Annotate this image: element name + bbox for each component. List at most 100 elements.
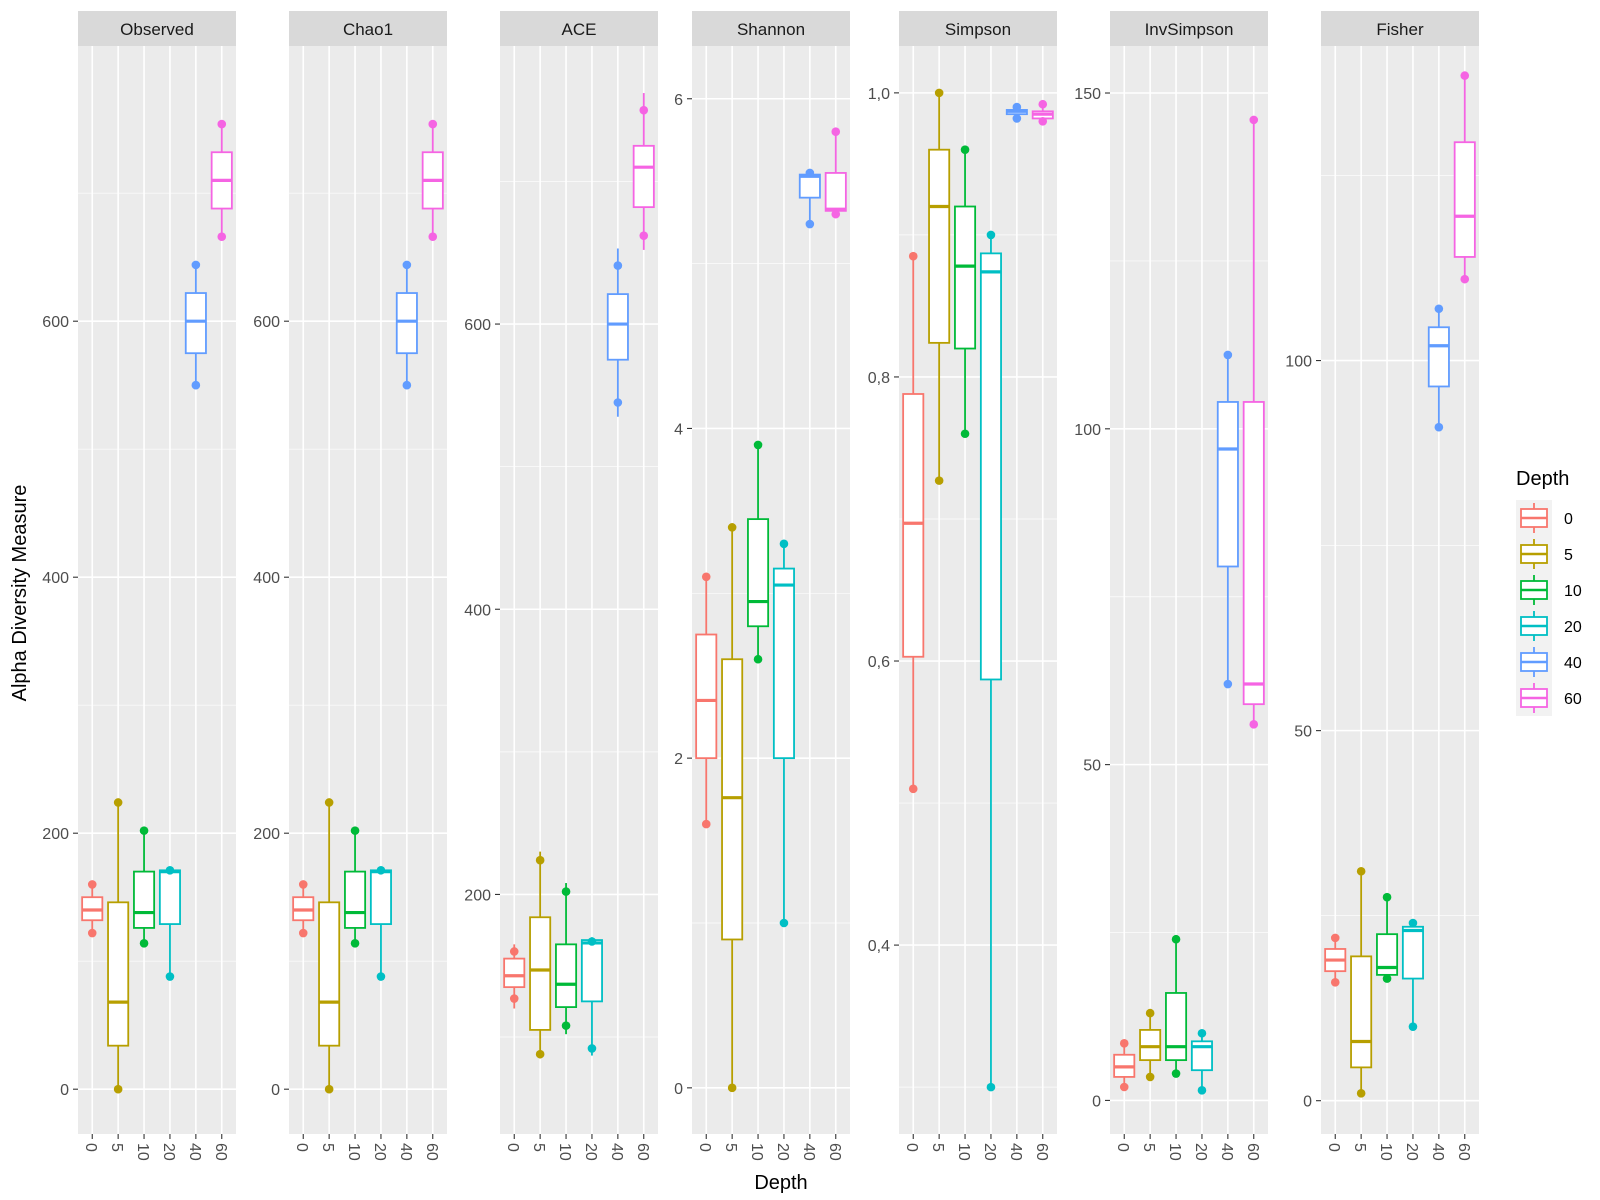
panel-background bbox=[692, 46, 850, 1134]
box-shannon-depth-20 bbox=[772, 539, 795, 928]
panel-title: Chao1 bbox=[343, 20, 393, 39]
data-point bbox=[561, 1021, 571, 1030]
data-point bbox=[934, 88, 944, 98]
data-point bbox=[191, 380, 201, 390]
data-point bbox=[1330, 977, 1340, 987]
y-tick-label: 200 bbox=[464, 887, 491, 904]
data-point bbox=[87, 928, 97, 938]
y-tick-label: 600 bbox=[42, 314, 69, 331]
box-fisher-depth-10 bbox=[1376, 892, 1399, 983]
box-fisher-depth-20 bbox=[1401, 918, 1424, 1031]
y-tick-label: 100 bbox=[1074, 422, 1101, 439]
y-tick-label: 0,4 bbox=[868, 938, 890, 955]
box-iqr bbox=[695, 633, 718, 760]
box-fisher-depth-0 bbox=[1324, 933, 1347, 987]
data-point bbox=[165, 972, 175, 981]
box-iqr bbox=[1427, 326, 1450, 388]
box-iqr bbox=[954, 205, 977, 350]
box-shannon-depth-0 bbox=[695, 572, 718, 829]
panel-title: Shannon bbox=[737, 20, 805, 39]
box-fisher-depth-5 bbox=[1350, 866, 1373, 1098]
panel-strip bbox=[1321, 11, 1479, 46]
panel-background bbox=[1110, 46, 1268, 1134]
legend-item-0: 0 bbox=[1516, 500, 1573, 536]
box-ace-depth-10 bbox=[555, 883, 578, 1035]
legend-title: Depth bbox=[1516, 468, 1569, 490]
y-tick-label: 0 bbox=[60, 1082, 69, 1099]
box-simpson-depth-10 bbox=[954, 145, 977, 439]
data-point bbox=[1171, 934, 1181, 944]
x-tick-label: 60 bbox=[1455, 1143, 1472, 1161]
data-point bbox=[727, 1083, 737, 1093]
data-point bbox=[727, 523, 737, 532]
data-point bbox=[1382, 974, 1392, 983]
x-tick-label: 40 bbox=[1007, 1143, 1024, 1161]
x-tick-label: 5 bbox=[929, 1143, 946, 1152]
data-point bbox=[561, 887, 571, 896]
data-point bbox=[986, 1082, 996, 1092]
box-iqr bbox=[824, 172, 847, 212]
y-tick-label: 400 bbox=[42, 570, 69, 587]
box-invsimpson-depth-20 bbox=[1190, 1028, 1213, 1095]
data-point bbox=[1249, 720, 1259, 729]
data-point bbox=[1197, 1028, 1207, 1038]
box-ace-depth-0 bbox=[503, 944, 526, 1009]
x-tick-label: 40 bbox=[1218, 1143, 1235, 1161]
box-chao1-depth-60 bbox=[421, 119, 444, 242]
data-point bbox=[1434, 304, 1444, 314]
data-point bbox=[587, 1044, 597, 1053]
box-iqr bbox=[107, 901, 130, 1047]
data-point bbox=[87, 880, 97, 889]
data-point bbox=[960, 145, 970, 154]
box-simpson-depth-5 bbox=[928, 88, 951, 485]
data-point bbox=[535, 855, 545, 865]
box-fisher-depth-40 bbox=[1427, 304, 1450, 432]
x-tick-label: 60 bbox=[826, 1143, 843, 1161]
box-shannon-depth-5 bbox=[721, 523, 744, 1093]
data-point bbox=[1038, 116, 1048, 126]
x-tick-label: 5 bbox=[530, 1143, 547, 1152]
x-tick-label: 20 bbox=[1403, 1143, 1420, 1161]
panel-title: InvSimpson bbox=[1145, 20, 1234, 39]
data-point bbox=[701, 819, 711, 829]
legend-label: 0 bbox=[1564, 511, 1573, 528]
data-point bbox=[139, 938, 149, 948]
data-point bbox=[402, 260, 412, 270]
box-simpson-depth-20 bbox=[979, 230, 1002, 1092]
panel-background bbox=[899, 46, 1057, 1134]
box-invsimpson-depth-10 bbox=[1165, 934, 1188, 1078]
legend-label: 60 bbox=[1564, 691, 1582, 708]
panel-strip bbox=[692, 11, 850, 46]
box-fisher-depth-60 bbox=[1453, 71, 1476, 284]
box-simpson-depth-0 bbox=[902, 251, 925, 794]
box-iqr bbox=[928, 148, 951, 344]
data-point bbox=[535, 1049, 545, 1059]
data-point bbox=[428, 119, 438, 129]
box-ace-depth-5 bbox=[529, 851, 552, 1059]
box-invsimpson-depth-0 bbox=[1113, 1039, 1136, 1092]
y-tick-label: 0 bbox=[674, 1081, 683, 1098]
data-point bbox=[1249, 115, 1259, 125]
x-tick-label: 20 bbox=[582, 1143, 599, 1161]
x-tick-label: 40 bbox=[1429, 1143, 1446, 1161]
data-point bbox=[298, 880, 308, 889]
x-tick-label: 10 bbox=[955, 1143, 972, 1161]
box-iqr bbox=[158, 869, 181, 925]
data-point bbox=[113, 1084, 123, 1094]
legend-label: 10 bbox=[1564, 583, 1582, 600]
y-tick-label: 600 bbox=[253, 314, 280, 331]
box-shannon-depth-40 bbox=[798, 168, 821, 229]
x-tick-label: 0 bbox=[293, 1143, 310, 1152]
x-tick-label: 20 bbox=[981, 1143, 998, 1161]
panel-ace: ACE 200 400 600 0 5 10 20 40 60 bbox=[464, 11, 658, 1161]
panel-background bbox=[1321, 46, 1479, 1134]
box-ace-depth-60 bbox=[632, 93, 655, 250]
box-observed-depth-60 bbox=[210, 119, 233, 242]
x-tick-label: 10 bbox=[1377, 1143, 1394, 1161]
box-chao1-depth-40 bbox=[395, 260, 418, 390]
panel-background bbox=[78, 46, 236, 1134]
data-point bbox=[1356, 1088, 1366, 1098]
